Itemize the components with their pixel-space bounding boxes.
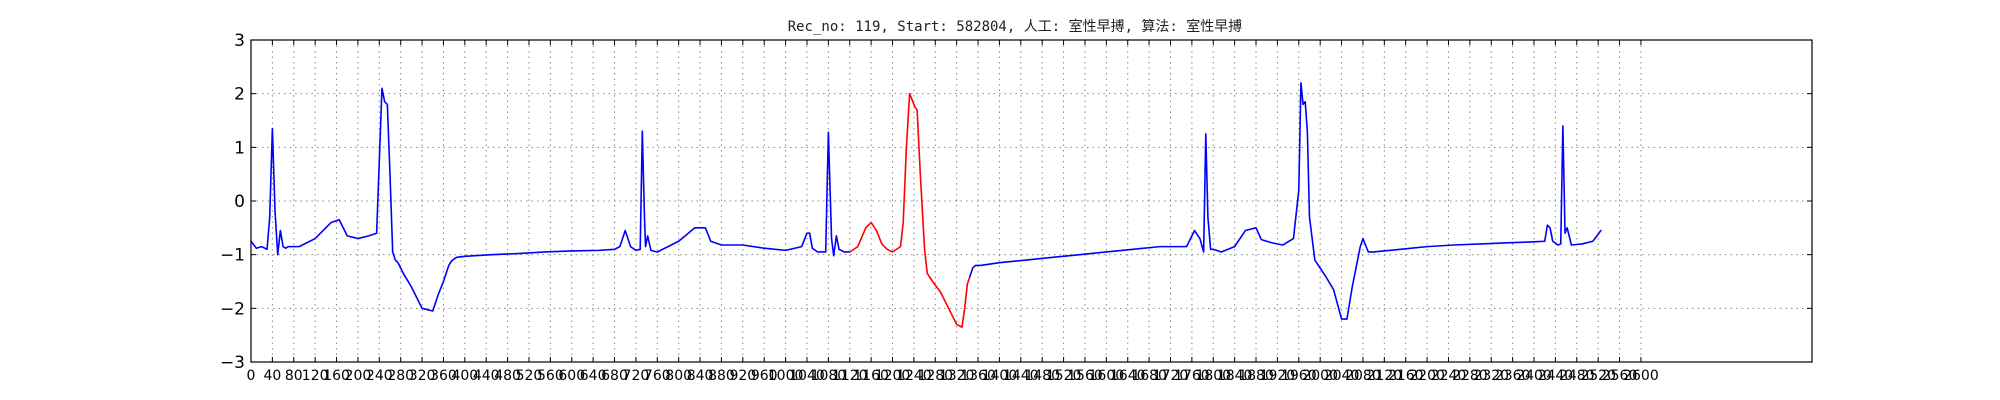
x-tick-label: 400 — [451, 368, 478, 384]
x-tick-label: 160 — [323, 368, 350, 384]
x-tick-label: 40 — [263, 368, 281, 384]
x-tick-label: 2080 — [1345, 368, 1381, 384]
x-tick-label: 1920 — [1260, 368, 1296, 384]
x-tick-label: 2040 — [1324, 368, 1360, 384]
x-tick-label: 2480 — [1559, 368, 1595, 384]
x-tick-label: 1880 — [1238, 368, 1274, 384]
y-tick-label: 2 — [234, 85, 245, 105]
y-tick-label: −3 — [220, 353, 245, 373]
x-tick-label: 1360 — [960, 368, 996, 384]
x-tick-label: 1600 — [1089, 368, 1125, 384]
x-tick-label: 2360 — [1495, 368, 1531, 384]
x-tick-label: 1240 — [896, 368, 932, 384]
x-tick-label: 760 — [644, 368, 671, 384]
x-axis: 0 40 80 12016020024028032036040044048052056… — [247, 40, 1659, 384]
x-tick-label: 2240 — [1431, 368, 1467, 384]
x-tick-label: 1960 — [1281, 368, 1317, 384]
x-tick-label: 1480 — [1024, 368, 1060, 384]
x-tick-label: 2160 — [1388, 368, 1424, 384]
x-tick-label: 240 — [366, 368, 393, 384]
x-tick-label: 560 — [537, 368, 564, 384]
x-tick-label: 1080 — [811, 368, 847, 384]
x-tick-label: 880 — [708, 368, 735, 384]
x-tick-label: 1160 — [853, 368, 889, 384]
x-tick-label: 1120 — [832, 368, 868, 384]
x-tick-label: 1040 — [789, 368, 825, 384]
x-tick-label: 1840 — [1217, 368, 1253, 384]
y-tick-label: −2 — [220, 299, 245, 319]
x-tick-label: 1560 — [1067, 368, 1103, 384]
x-tick-label: 800 — [665, 368, 692, 384]
x-tick-label: 2120 — [1367, 368, 1403, 384]
x-tick-label: 1760 — [1174, 368, 1210, 384]
x-tick-label: 720 — [623, 368, 650, 384]
chart-title: Rec_no: 119, Start: 582804, 人工: 室性早搏, 算法… — [788, 18, 1243, 35]
x-tick-label: 1520 — [1046, 368, 1082, 384]
x-tick-label: 2560 — [1602, 368, 1638, 384]
x-tick-label: 80 — [285, 368, 303, 384]
x-tick-label: 840 — [687, 368, 714, 384]
x-tick-label: 2400 — [1516, 368, 1552, 384]
grid-lines — [251, 40, 1812, 362]
x-tick-label: 2200 — [1409, 368, 1445, 384]
x-tick-label: 960 — [751, 368, 778, 384]
x-tick-label: 1680 — [1131, 368, 1167, 384]
x-tick-label: 200 — [345, 368, 372, 384]
x-tick-label: 360 — [430, 368, 457, 384]
x-tick-label: 920 — [729, 368, 756, 384]
x-tick-label: 120 — [302, 368, 329, 384]
y-tick-label: 1 — [234, 138, 245, 158]
x-tick-label: 2320 — [1473, 368, 1509, 384]
x-tick-label: 520 — [516, 368, 543, 384]
x-tick-label: 680 — [601, 368, 628, 384]
ecg-series-line-2 — [969, 82, 1602, 320]
x-tick-label: 2440 — [1538, 368, 1574, 384]
x-tick-label: 1720 — [1153, 368, 1189, 384]
x-tick-label: 2000 — [1302, 368, 1338, 384]
y-tick-label: −1 — [220, 246, 245, 266]
x-tick-label: 640 — [580, 368, 607, 384]
x-tick-label: 480 — [494, 368, 521, 384]
y-axis: 3 2 1 0 −1 −2 −3 — [220, 31, 1812, 373]
x-tick-label: 1200 — [875, 368, 911, 384]
x-tick-label: 1640 — [1110, 368, 1146, 384]
x-tick-label: 440 — [473, 368, 500, 384]
x-tick-label: 600 — [558, 368, 585, 384]
x-tick-label: 1440 — [1003, 368, 1039, 384]
y-tick-label: 0 — [234, 192, 245, 212]
x-tick-label: 1280 — [917, 368, 953, 384]
ecg-series-line-1 — [848, 92, 971, 328]
x-tick-label: 1320 — [939, 368, 975, 384]
x-tick-label: 0 — [247, 368, 256, 384]
y-tick-label: 3 — [234, 31, 245, 51]
ecg-series-line-0 — [250, 87, 851, 312]
x-tick-label: 2520 — [1580, 368, 1616, 384]
x-tick-label: 280 — [387, 368, 414, 384]
x-tick-label: 1400 — [982, 368, 1018, 384]
x-tick-label: 1000 — [768, 368, 804, 384]
x-tick-label: 1800 — [1195, 368, 1231, 384]
x-tick-label: 320 — [409, 368, 436, 384]
x-tick-label: 2600 — [1623, 368, 1659, 384]
x-tick-label: 2280 — [1452, 368, 1488, 384]
series-lines — [250, 82, 1602, 328]
